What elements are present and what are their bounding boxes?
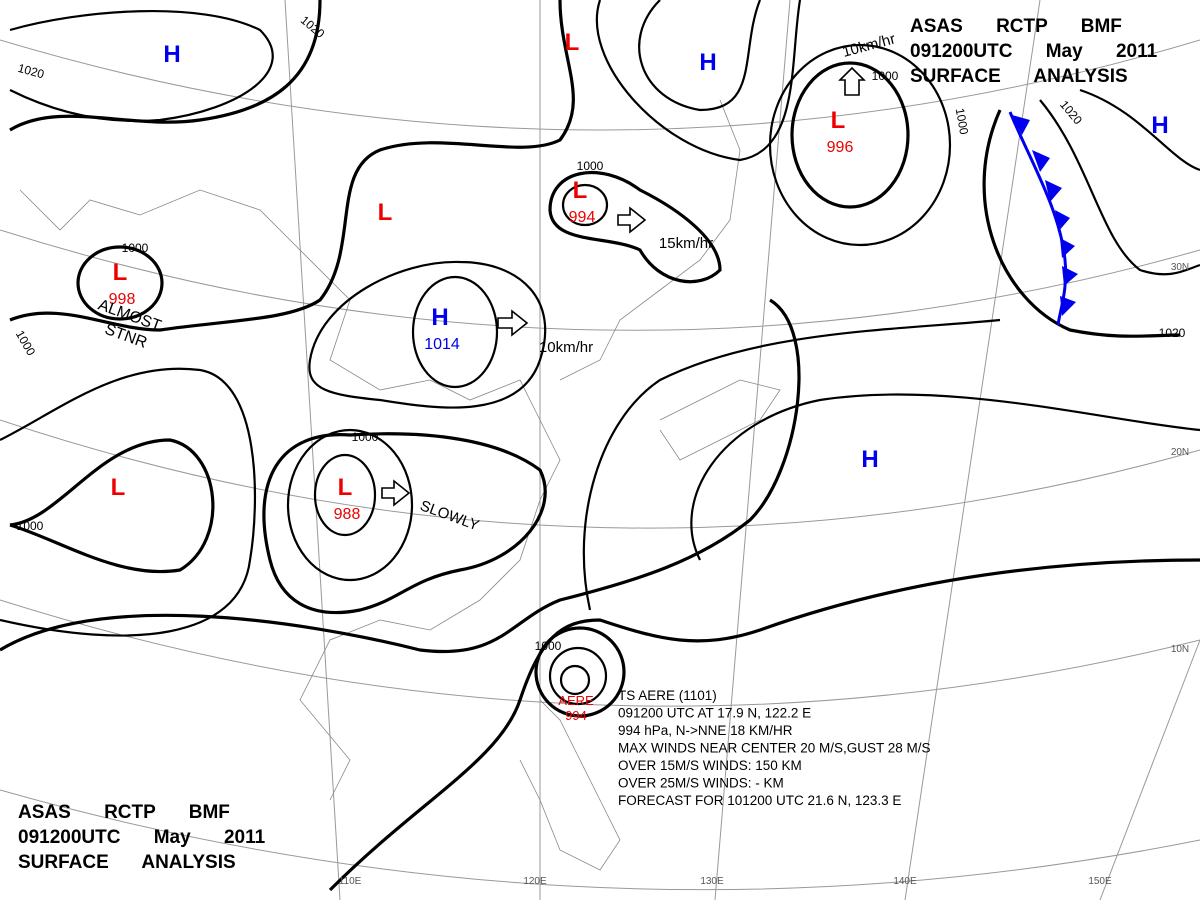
center-value: 994 [569, 209, 596, 226]
center-value: 996 [827, 139, 854, 156]
center-value: 988 [334, 506, 361, 523]
center-symbol: H [1151, 112, 1168, 139]
longitude-label: 150E [1088, 876, 1112, 887]
motion-label: 10km/hr [539, 339, 593, 356]
longitude-label: 140E [893, 876, 917, 887]
motion-label: 15km/hr [659, 235, 713, 252]
typhoon-info: TS AERE (1101) [618, 688, 717, 703]
isobar-label: 1000 [872, 69, 899, 83]
center-symbol: H [163, 41, 180, 68]
latitude-label: 30N [1171, 262, 1189, 273]
isobar-label: 1020 [1159, 326, 1186, 340]
typhoon-info: FORECAST FOR 101200 UTC 21.6 N, 123.3 E [618, 793, 901, 808]
longitude-label: 110E [339, 876, 362, 887]
center-symbol: H [431, 304, 448, 331]
center-symbol: H [861, 446, 878, 473]
cold-front [1008, 111, 1078, 326]
center-symbol: L [831, 107, 846, 134]
latitude-label: 10N [1171, 644, 1189, 655]
center-value: 1014 [424, 336, 460, 353]
isobar-label: 1000 [577, 159, 604, 173]
header-line: ASAS RCTP BMF [910, 16, 1122, 37]
center-symbol: L [338, 474, 353, 501]
longitude-label: 130E [700, 876, 724, 887]
isobar-label: 1000 [953, 107, 971, 136]
center-value: 994 [565, 708, 587, 723]
center-value: 998 [109, 291, 136, 308]
longitude-label: 120E [523, 876, 547, 887]
isobar-label: 1000 [17, 519, 44, 533]
coastlines [19, 99, 781, 871]
center-symbol: L [378, 199, 393, 226]
isobar-label: 1000 [535, 639, 562, 653]
center-symbol: L [111, 474, 126, 501]
typhoon-info: OVER 25M/S WINDS: - KM [618, 776, 784, 791]
isobar-label: 1000 [352, 430, 379, 444]
labels: ASAS RCTP BMF 091200UTC May 2011 SURFACE A… [13, 13, 1189, 887]
center-symbol: L [573, 177, 588, 204]
isobar-label: 1020 [16, 61, 46, 82]
typhoon-info: 994 hPa, N->NNE 18 KM/HR [618, 723, 793, 738]
typhoon-info: 091200 UTC AT 17.9 N, 122.2 E [618, 706, 811, 721]
isobar-label: 1000 [122, 241, 149, 255]
latitude-label: 20N [1171, 447, 1189, 458]
header-line: ASAS RCTP BMF [18, 802, 230, 823]
motion-arrows [381, 66, 866, 507]
typhoon-info: MAX WINDS NEAR CENTER 20 M/S,GUST 28 M/S [618, 741, 931, 756]
center-symbol: H [699, 49, 716, 76]
header-line: 091200UTC May 2011 [18, 827, 266, 848]
center-symbol: L [565, 29, 580, 56]
header-line: 091200UTC May 2011 [910, 41, 1158, 62]
center-symbol: L [113, 259, 128, 286]
typhoon-info: OVER 15M/S WINDS: 150 KM [618, 758, 802, 773]
header-line: SURFACE ANALYSIS [18, 852, 236, 873]
typhoon-name: AERE [558, 693, 594, 708]
header-line: SURFACE ANALYSIS [910, 66, 1128, 87]
